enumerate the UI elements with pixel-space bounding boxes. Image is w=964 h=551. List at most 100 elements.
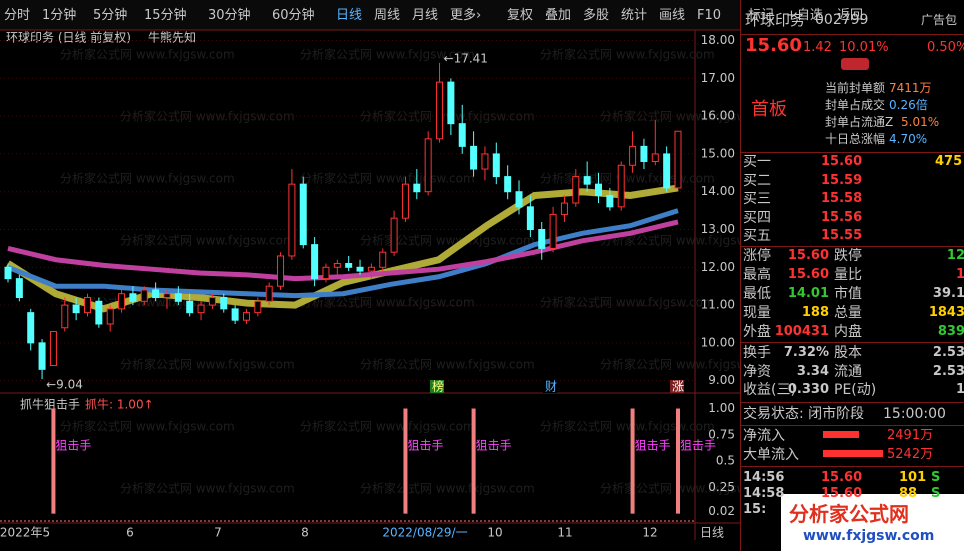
watermark: 分析家公式网 www.fxjgsw.com <box>540 171 715 186</box>
toolbar-button[interactable]: 画线 <box>659 8 686 23</box>
stat-label: 外盘 <box>743 324 771 340</box>
candle-body <box>367 266 375 272</box>
toolbar-button[interactable]: 更多› <box>450 8 482 23</box>
candle-body <box>118 293 126 310</box>
x-tick-label: 11 <box>557 526 572 540</box>
candle-body <box>299 183 307 246</box>
signal-bar <box>51 408 56 514</box>
extra: 0.50% <box>927 40 964 55</box>
toolbar-button[interactable]: +自选 <box>786 8 823 23</box>
candle-body <box>572 176 580 204</box>
tick-cell: 88 <box>899 486 918 501</box>
toolbar-button[interactable]: 周线 <box>374 8 401 23</box>
separator <box>741 152 964 153</box>
candle-body <box>663 153 671 189</box>
separator <box>741 246 964 247</box>
candle-body <box>424 138 432 193</box>
y-tick-label: 17.00 <box>701 71 735 85</box>
tick-cell: 14:56 <box>743 470 785 485</box>
signal-label: 狙击手 <box>407 439 443 453</box>
stat-value: 15.60 <box>787 248 829 263</box>
event-bg <box>670 380 684 393</box>
event-marker: 财 <box>545 380 557 394</box>
signal-label: 狙击手 <box>680 439 716 453</box>
x-tick-label: 7 <box>214 526 222 540</box>
toolbar-bg <box>0 0 740 30</box>
candle-body <box>265 285 273 302</box>
seal-value: 5.01% <box>901 115 940 129</box>
stat-value: 0.330 <box>787 382 829 397</box>
candle-body <box>629 145 637 166</box>
watermark: 分析家公式网 www.fxjgsw.com <box>600 109 740 124</box>
candle-body <box>606 194 614 208</box>
candle-body <box>38 342 46 370</box>
signal-bar <box>676 408 680 514</box>
toolbar-button[interactable]: 1分钟 <box>42 8 77 23</box>
signal-bar <box>403 408 408 514</box>
y-tick-label: 9.00 <box>708 373 735 387</box>
candle-body <box>61 304 69 329</box>
stat-value: 1 <box>956 382 964 398</box>
signal-label: 狙击手 <box>635 439 671 453</box>
toolbar-button[interactable]: 返回 <box>837 8 864 23</box>
moving-average <box>7 208 679 299</box>
watermark: 分析家公式网 www.fxjgsw.com <box>360 233 535 248</box>
toolbar-button[interactable]: 日线 <box>336 8 363 23</box>
watermark: 分析家公式网 www.fxjgsw.com <box>120 233 295 248</box>
toolbar-button[interactable]: F10 <box>697 8 722 23</box>
y-tick-label: 0.25 <box>708 480 735 494</box>
stat-value: 1 <box>956 267 964 283</box>
indicator-name: 牛熊先知 <box>148 30 196 45</box>
toolbar-button[interactable]: 多股 <box>583 8 610 23</box>
x-tick-label: 6 <box>126 526 134 540</box>
stat-value: 1843 <box>928 305 964 320</box>
annotation: ←17.41 <box>444 51 488 65</box>
stat-label: 现量 <box>743 305 771 321</box>
seal-value: 7411万 <box>889 81 932 95</box>
candle-body <box>436 81 444 140</box>
tick-cell: 14:58 <box>743 486 785 501</box>
stat-value: 2.53 <box>932 363 964 379</box>
watermark: 分析家公式网 www.fxjgsw.com <box>360 109 535 124</box>
y-tick-label: 12.00 <box>701 260 735 274</box>
watermark: 分析家公式网 www.fxjgsw.com <box>120 109 295 124</box>
separator <box>741 402 964 403</box>
tab[interactable] <box>841 58 869 70</box>
toolbar-button[interactable]: 60分钟 <box>272 8 315 23</box>
toolbar-button[interactable]: 复权 <box>507 8 534 23</box>
stat-label: 市值 <box>834 286 862 302</box>
toolbar-button[interactable]: 标记 <box>748 8 775 23</box>
x-tick-label: 10 <box>487 526 502 540</box>
stat-label: 收益(三) <box>743 382 796 398</box>
status: 交易状态: 闭市阶段 <box>743 406 865 422</box>
y-tick-label: 18.00 <box>701 33 735 47</box>
seal-label: 当前封单额 <box>825 81 886 95</box>
stat-label: 涨停 <box>743 248 771 264</box>
candle-body <box>231 308 239 321</box>
stat-label: 流通 <box>834 363 862 380</box>
candle-body <box>322 266 330 280</box>
signal-bar <box>471 408 476 514</box>
toolbar-button[interactable]: 叠加 <box>545 8 572 23</box>
candle-body <box>583 176 591 185</box>
toolbar-button[interactable]: 15分钟 <box>144 8 187 23</box>
status-time: 15:00:00 <box>883 406 946 422</box>
stock-name: 环球印务 <box>745 11 806 29</box>
watermark: 分析家公式网 www.fxjgsw.com <box>300 295 475 310</box>
toolbar-button[interactable]: 30分钟 <box>208 8 251 23</box>
candle-body <box>186 300 194 314</box>
toolbar-button[interactable]: 分时 <box>4 8 31 23</box>
stat-value: 14.01 <box>787 286 829 301</box>
candle-body <box>504 176 512 193</box>
tick-cell: 15.60 <box>821 486 863 501</box>
separator <box>741 342 964 343</box>
x-tick-label: 2022/08/29/一 <box>382 526 467 540</box>
toolbar-button[interactable]: 统计 <box>621 8 648 23</box>
flow-value: 2491万 <box>887 428 934 443</box>
stock-code: 002799 <box>815 12 869 28</box>
toolbar-button[interactable]: 月线 <box>412 8 439 23</box>
toolbar-button[interactable]: 5分钟 <box>93 8 128 23</box>
candle-body <box>140 289 148 302</box>
watermark: 分析家公式网 www.fxjgsw.com <box>300 47 475 62</box>
watermark: 分析家公式网 www.fxjgsw.com <box>540 295 715 310</box>
